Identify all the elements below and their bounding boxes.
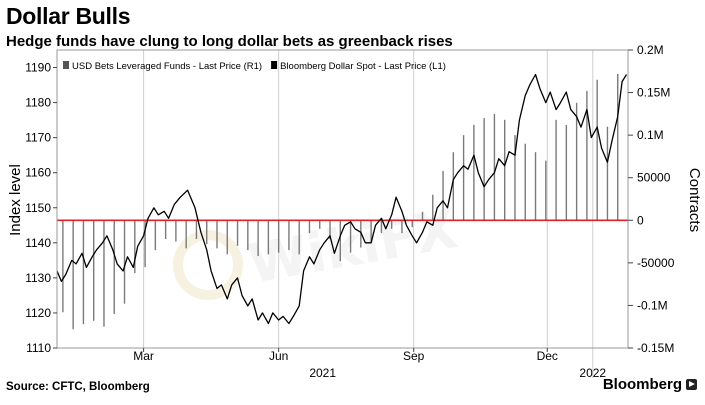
source-note: Source: CFTC, Bloomberg [6, 381, 150, 393]
watermark-emblem [173, 230, 243, 300]
right-axis-label: Contracts [686, 168, 703, 232]
left-tick-label: 1190 [25, 61, 51, 75]
x-year-label: 2022 [579, 366, 606, 380]
left-tick-label: 1180 [25, 96, 51, 110]
right-tick-label: 0.15M [637, 86, 670, 100]
brand-name: Bloomberg [602, 376, 682, 393]
right-tick-label: -50000 [637, 256, 675, 270]
chart-title: Dollar Bulls [6, 3, 131, 29]
left-axis-label: Index level [7, 164, 24, 236]
play-icon [686, 379, 697, 390]
x-tick-label: Dec [537, 349, 558, 363]
x-tick-label: Sep [403, 349, 425, 363]
right-tick-label: 0 [637, 213, 644, 227]
watermark-text: WikiFX [243, 197, 462, 296]
x-tick-label: Mar [133, 349, 154, 363]
left-tick-label: 1160 [25, 166, 51, 180]
plot-frame [56, 49, 629, 349]
x-year-label: 2021 [309, 366, 336, 380]
left-tick-label: 1140 [25, 236, 51, 250]
right-tick-label: -0.1M [637, 298, 668, 312]
right-tick-label: 50000 [637, 171, 671, 185]
dollar-spot-line [56, 73, 628, 325]
right-tick-label: -0.15M [637, 341, 674, 355]
left-tick-label: 1110 [26, 341, 51, 355]
legend-swatch [63, 61, 69, 69]
legend-swatch [271, 61, 278, 69]
left-tick-label: 1120 [25, 306, 51, 320]
legend-label: Bloomberg Dollar Spot - Last Price (L1) [280, 61, 446, 72]
legend-label: USD Bets Leveraged Funds - Last Price (R… [72, 61, 262, 72]
left-tick-label: 1170 [25, 131, 51, 145]
left-tick-label: 1150 [25, 201, 51, 215]
right-tick-label: 0.1M [637, 128, 664, 142]
left-tick-label: 1130 [25, 271, 51, 285]
brand-logo: Bloomberg [603, 376, 697, 393]
watermark: WikiFX [173, 197, 462, 300]
chart-subtitle: Hedge funds have clung to long dollar be… [6, 33, 453, 50]
right-tick-label: 0.2M [637, 43, 664, 57]
x-tick-label: Jun [269, 349, 288, 363]
